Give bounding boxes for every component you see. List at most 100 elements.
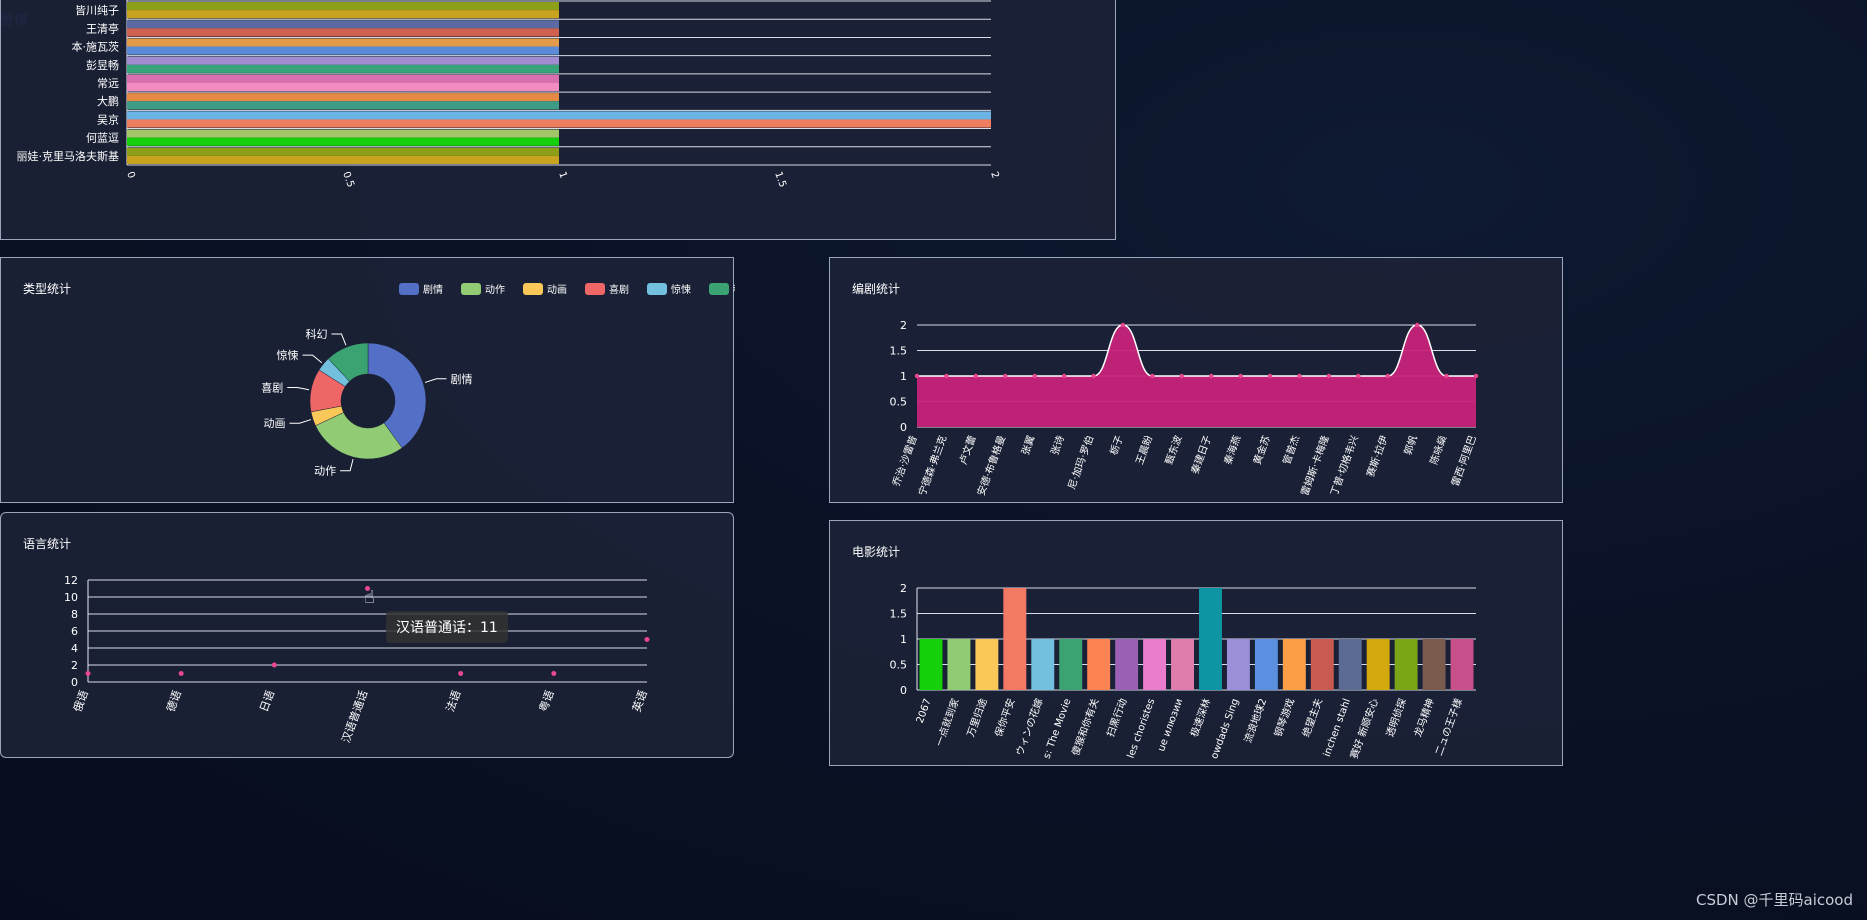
x-tick-label: inchen stahl (1322, 697, 1353, 758)
bar (1199, 588, 1222, 690)
y-tick-label: 0 (900, 421, 907, 434)
data-point (1091, 373, 1096, 379)
y-tick-label: 6 (71, 625, 78, 638)
x-tick-label: ウィンの花嫁 (1013, 697, 1046, 758)
data-point (365, 586, 370, 591)
data-point (1356, 373, 1361, 379)
category-label: 本·施瓦茨 (72, 40, 120, 54)
pie-label: 喜剧 (261, 382, 283, 395)
bar (1059, 639, 1083, 690)
category-label: 吴京 (97, 112, 119, 126)
x-tick-label: 安德·布鲁格曼 (974, 434, 1008, 498)
x-tick-label: 甄东波 (1162, 434, 1184, 467)
x-tick-label: 0.5 (340, 170, 356, 189)
x-tick-label: 一点就到家 (932, 697, 961, 748)
legend-label: 动作 (485, 284, 505, 296)
x-tick-label: 1 (556, 170, 569, 180)
x-tick-label: 秦建日子 (1188, 434, 1214, 476)
x-tick-label: owdads Sing (1209, 697, 1241, 760)
y-tick-label: 1 (900, 633, 907, 646)
bar (127, 2, 559, 11)
y-tick-label: 0.5 (890, 396, 908, 409)
legend-swatch (647, 283, 667, 295)
x-tick-label: 乔治·沙雷普 (889, 434, 919, 488)
x-tick-label: 赛斯·拉伊 (1364, 434, 1391, 479)
category-label: 丽娃·克里马洛夫斯基 (17, 149, 120, 163)
pie-label: 惊悚 (277, 348, 299, 362)
x-tick-label: 扫黑行动 (1104, 697, 1130, 739)
x-tick-label: 保你平安 (992, 697, 1018, 739)
category-label: 何蓝逗 (86, 132, 119, 145)
x-tick-label: 栃子 (1107, 434, 1126, 457)
pie-label: 动画 (264, 417, 286, 430)
bar (127, 111, 991, 120)
pie-label-line (424, 378, 447, 383)
bar (127, 137, 559, 146)
data-point (1032, 373, 1037, 379)
x-tick-label: 2 (988, 170, 1001, 180)
y-tick-label: 1.5 (890, 608, 908, 621)
data-point (973, 373, 979, 379)
x-tick-label: 德语 (163, 688, 184, 713)
x-tick-label: 陈咏燊 (1427, 434, 1449, 467)
hand-cursor-icon: ☝ (364, 587, 375, 608)
bar (1087, 639, 1111, 690)
bar (975, 639, 999, 690)
x-tick-label: 绝望主夫 (1299, 697, 1325, 739)
pie-label: 动作 (314, 465, 336, 478)
data-point (85, 671, 91, 676)
legend-swatch (399, 283, 419, 295)
bar (1254, 639, 1278, 690)
movie-chart-panel: 电影统计 0 0.5 1 1.5 2 2067 一点就到家 万里归途 保你平安 ウィンの花嫁 s: … (829, 520, 1563, 766)
x-tick-label: 俄语 (71, 689, 91, 714)
x-tick-label: 万里归途 (964, 697, 990, 739)
data-point (1444, 373, 1449, 379)
movie-chart-title: 电影统计 (852, 545, 901, 559)
bar (1282, 639, 1306, 690)
data-point (1267, 373, 1273, 379)
bar (1171, 639, 1194, 690)
language-scatter-chart: 0 2 4 6 8 10 12 俄语 德语 日语 汉语普通话 法语 粤语 英语 (64, 574, 650, 745)
writer-chart-panel: 编剧统计 0 0.5 1 1.5 2 乔治·沙雷普 宁德森·弗兰克 卢文蕾 安德·布鲁格曼 张翼张… (829, 257, 1563, 503)
x-tick-label: s: The Movie (1042, 697, 1074, 760)
y-tick-label: 8 (71, 608, 78, 621)
bar (127, 10, 559, 19)
x-tick-label: 法语 (443, 688, 464, 713)
legend-label: 科幻 (733, 283, 735, 296)
bar (919, 639, 943, 690)
x-tick-label: 郭帆 (1401, 434, 1420, 457)
legend-swatch (709, 283, 729, 295)
x-tick-label: 二ュの王子様 (1432, 697, 1465, 758)
data-point (1473, 373, 1479, 379)
x-tick-label: 卢文蕾 (956, 434, 978, 467)
x-tick-label: 龙马精神 (1411, 697, 1437, 739)
y-tick-label: 2 (900, 582, 907, 595)
pie-label-line (340, 458, 354, 472)
x-tick-label: 日语 (257, 689, 277, 714)
x-tick-label: 张诗 (1048, 434, 1067, 457)
data-point (1003, 373, 1008, 379)
pie-label: 科幻 (305, 327, 327, 341)
actor-chart-panel: 皆川纯子 王清亭 本·施瓦茨 彭昱畅 常远 大鹏 吴京 何蓝逗 丽娃·克里马洛夫斯基 0 0.5 1 1… (0, 0, 1116, 240)
legend-swatch (461, 283, 481, 295)
bar (1310, 639, 1334, 690)
x-tick-label: 王晨盼 (1134, 434, 1156, 466)
legend-swatch (585, 283, 605, 295)
data-point (944, 373, 949, 379)
pie-label-line (287, 387, 310, 391)
bar (1115, 639, 1139, 690)
data-point (551, 671, 557, 676)
writer-chart-title: 编剧统计 (852, 282, 901, 296)
bar (127, 93, 559, 102)
bar (127, 155, 559, 164)
y-tick-label: 10 (64, 591, 78, 604)
bar (127, 46, 559, 55)
bar (1031, 639, 1055, 690)
y-tick-label: 12 (64, 574, 78, 587)
y-tick-label: 1.5 (890, 345, 908, 358)
bar (127, 74, 559, 83)
pie-label-line (331, 333, 347, 346)
y-tick-label: 2 (71, 659, 78, 672)
